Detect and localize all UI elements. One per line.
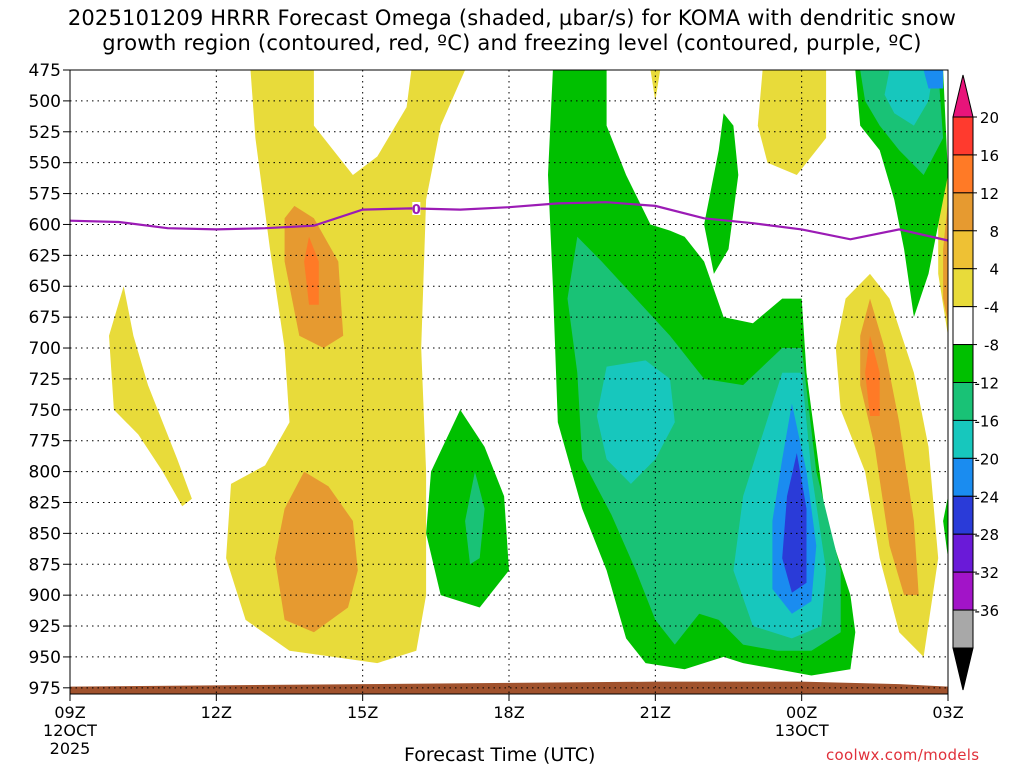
x-tick-label-21Z: 21Z — [640, 703, 671, 722]
colorbar-bin-5 — [952, 268, 974, 308]
omega-region-24 — [923, 70, 944, 89]
x-tick-year-09Z: 2025 — [50, 739, 91, 758]
colorbar-label-9: -20 — [975, 450, 1000, 468]
y-tick-label-500: 500 — [29, 92, 61, 112]
colorbar-bottom-arrow — [952, 647, 974, 691]
colorbar-label-5: -4 — [984, 299, 999, 317]
chart-title: 2025101209 HRRR Forecast Omega (shaded, … — [0, 6, 1024, 56]
x-tick-label-03Z: 03Z — [932, 703, 963, 722]
colorbar-bin-13 — [952, 571, 974, 611]
colorbar-label-7: -12 — [975, 375, 1000, 393]
colorbar-bin-2 — [952, 154, 974, 194]
source-credit[interactable]: coolwx.com/models — [826, 746, 980, 764]
omega-region-22 — [884, 70, 934, 126]
y-tick-label-700: 700 — [29, 339, 61, 359]
y-tick-label-550: 550 — [29, 154, 61, 174]
colorbar-bin-10 — [952, 457, 974, 497]
omega-region-3 — [757, 70, 827, 175]
x-tick-label-18Z: 18Z — [493, 703, 524, 722]
x-tick-date-00Z: 13OCT — [775, 721, 829, 740]
colorbar-legend: 20 16 12 8 4 -4 -8 -12 -16 -20 -24 -28 -32 -36 — [952, 74, 1000, 691]
colorbar-bin-11 — [952, 495, 974, 535]
ground-surface — [70, 681, 948, 694]
x-axis-label: Forecast Time (UTC) — [404, 744, 596, 766]
colorbar-label-0: 20 — [980, 109, 999, 127]
omega-region-2 — [650, 70, 661, 101]
omega-shaded-regions — [109, 70, 948, 676]
y-tick-label-575: 575 — [29, 185, 61, 205]
y-tick-label-725: 725 — [29, 370, 61, 390]
y-tick-label-475: 475 — [29, 61, 61, 81]
y-tick-label-975: 975 — [29, 679, 61, 699]
colorbar-label-12: -32 — [975, 564, 1000, 582]
title-line-1: 2025101209 HRRR Forecast Omega (shaded, … — [67, 6, 957, 30]
y-tick-label-900: 900 — [29, 586, 61, 606]
colorbar-bin-4 — [952, 230, 974, 270]
colorbar-bin-1 — [952, 116, 974, 156]
omega-region-16 — [943, 496, 948, 559]
y-tick-label-625: 625 — [29, 246, 61, 266]
omega-region-1 — [109, 286, 192, 507]
colorbar-label-8: -16 — [975, 412, 1000, 430]
colorbar-bin-9 — [952, 419, 974, 459]
omega-region-9 — [943, 199, 948, 324]
colorbar-bin-12 — [952, 533, 974, 573]
colorbar-bin-7 — [952, 344, 974, 384]
omega-region-7 — [274, 471, 358, 633]
colorbar-label-6: -8 — [984, 337, 999, 355]
freezing-label-bg — [412, 202, 421, 216]
x-tick-label-15Z: 15Z — [347, 703, 378, 722]
freezing-level-label: 0 — [412, 203, 421, 218]
colorbar-label-13: -36 — [975, 602, 1000, 620]
y-tick-label-775: 775 — [29, 432, 61, 452]
omega-region-10 — [304, 236, 319, 305]
omega-region-18 — [465, 471, 485, 565]
y-tick-label-800: 800 — [29, 463, 61, 483]
title-line-2: growth region (contoured, red, ºC) and f… — [102, 31, 922, 55]
y-tick-label-825: 825 — [29, 493, 61, 513]
y-tick-label-600: 600 — [29, 215, 61, 235]
freezing-level-contour: 0 — [69, 201, 949, 242]
colorbar-label-10: -24 — [975, 488, 1000, 506]
colorbar-label-11: -28 — [975, 526, 1000, 544]
omega-region-20 — [596, 360, 675, 484]
colorbar-bin-14 — [952, 609, 974, 649]
colorbar-label-1: 16 — [980, 147, 999, 165]
y-tick-label-850: 850 — [29, 524, 61, 544]
freezing-level-line — [69, 201, 949, 242]
omega-region-11 — [865, 335, 880, 416]
colorbar-label-2: 12 — [980, 185, 999, 203]
y-tick-label-675: 675 — [29, 308, 61, 328]
colorbar-bin-8 — [952, 382, 974, 421]
omega-region-15 — [426, 409, 509, 608]
colorbar-label-3: 8 — [989, 223, 999, 241]
y-tick-label-525: 525 — [29, 123, 61, 143]
colorbar-bin-3 — [952, 192, 974, 232]
colorbar-bin-6 — [952, 306, 974, 346]
x-tick-label-09Z: 09Z — [54, 703, 85, 722]
x-tick-date-09Z: 12OCT — [43, 721, 97, 740]
y-tick-label-950: 950 — [29, 648, 61, 668]
x-tick-label-12Z: 12Z — [201, 703, 232, 722]
y-tick-label-925: 925 — [29, 617, 61, 637]
omega-region-25 — [782, 453, 807, 593]
y-tick-label-650: 650 — [29, 277, 61, 297]
omega-region-13 — [704, 113, 739, 274]
ground-layer — [70, 681, 948, 694]
grid-lines — [70, 70, 948, 694]
y-tick-label-875: 875 — [29, 555, 61, 575]
colorbar-top-arrow — [952, 74, 974, 118]
colorbar-label-4: 4 — [989, 261, 999, 279]
x-tick-label-00Z: 00Z — [786, 703, 817, 722]
y-axis: 475 500 525 550 575 600 625 650 675 700 725 750 775 8… — [29, 61, 70, 699]
y-tick-label-750: 750 — [29, 401, 61, 421]
